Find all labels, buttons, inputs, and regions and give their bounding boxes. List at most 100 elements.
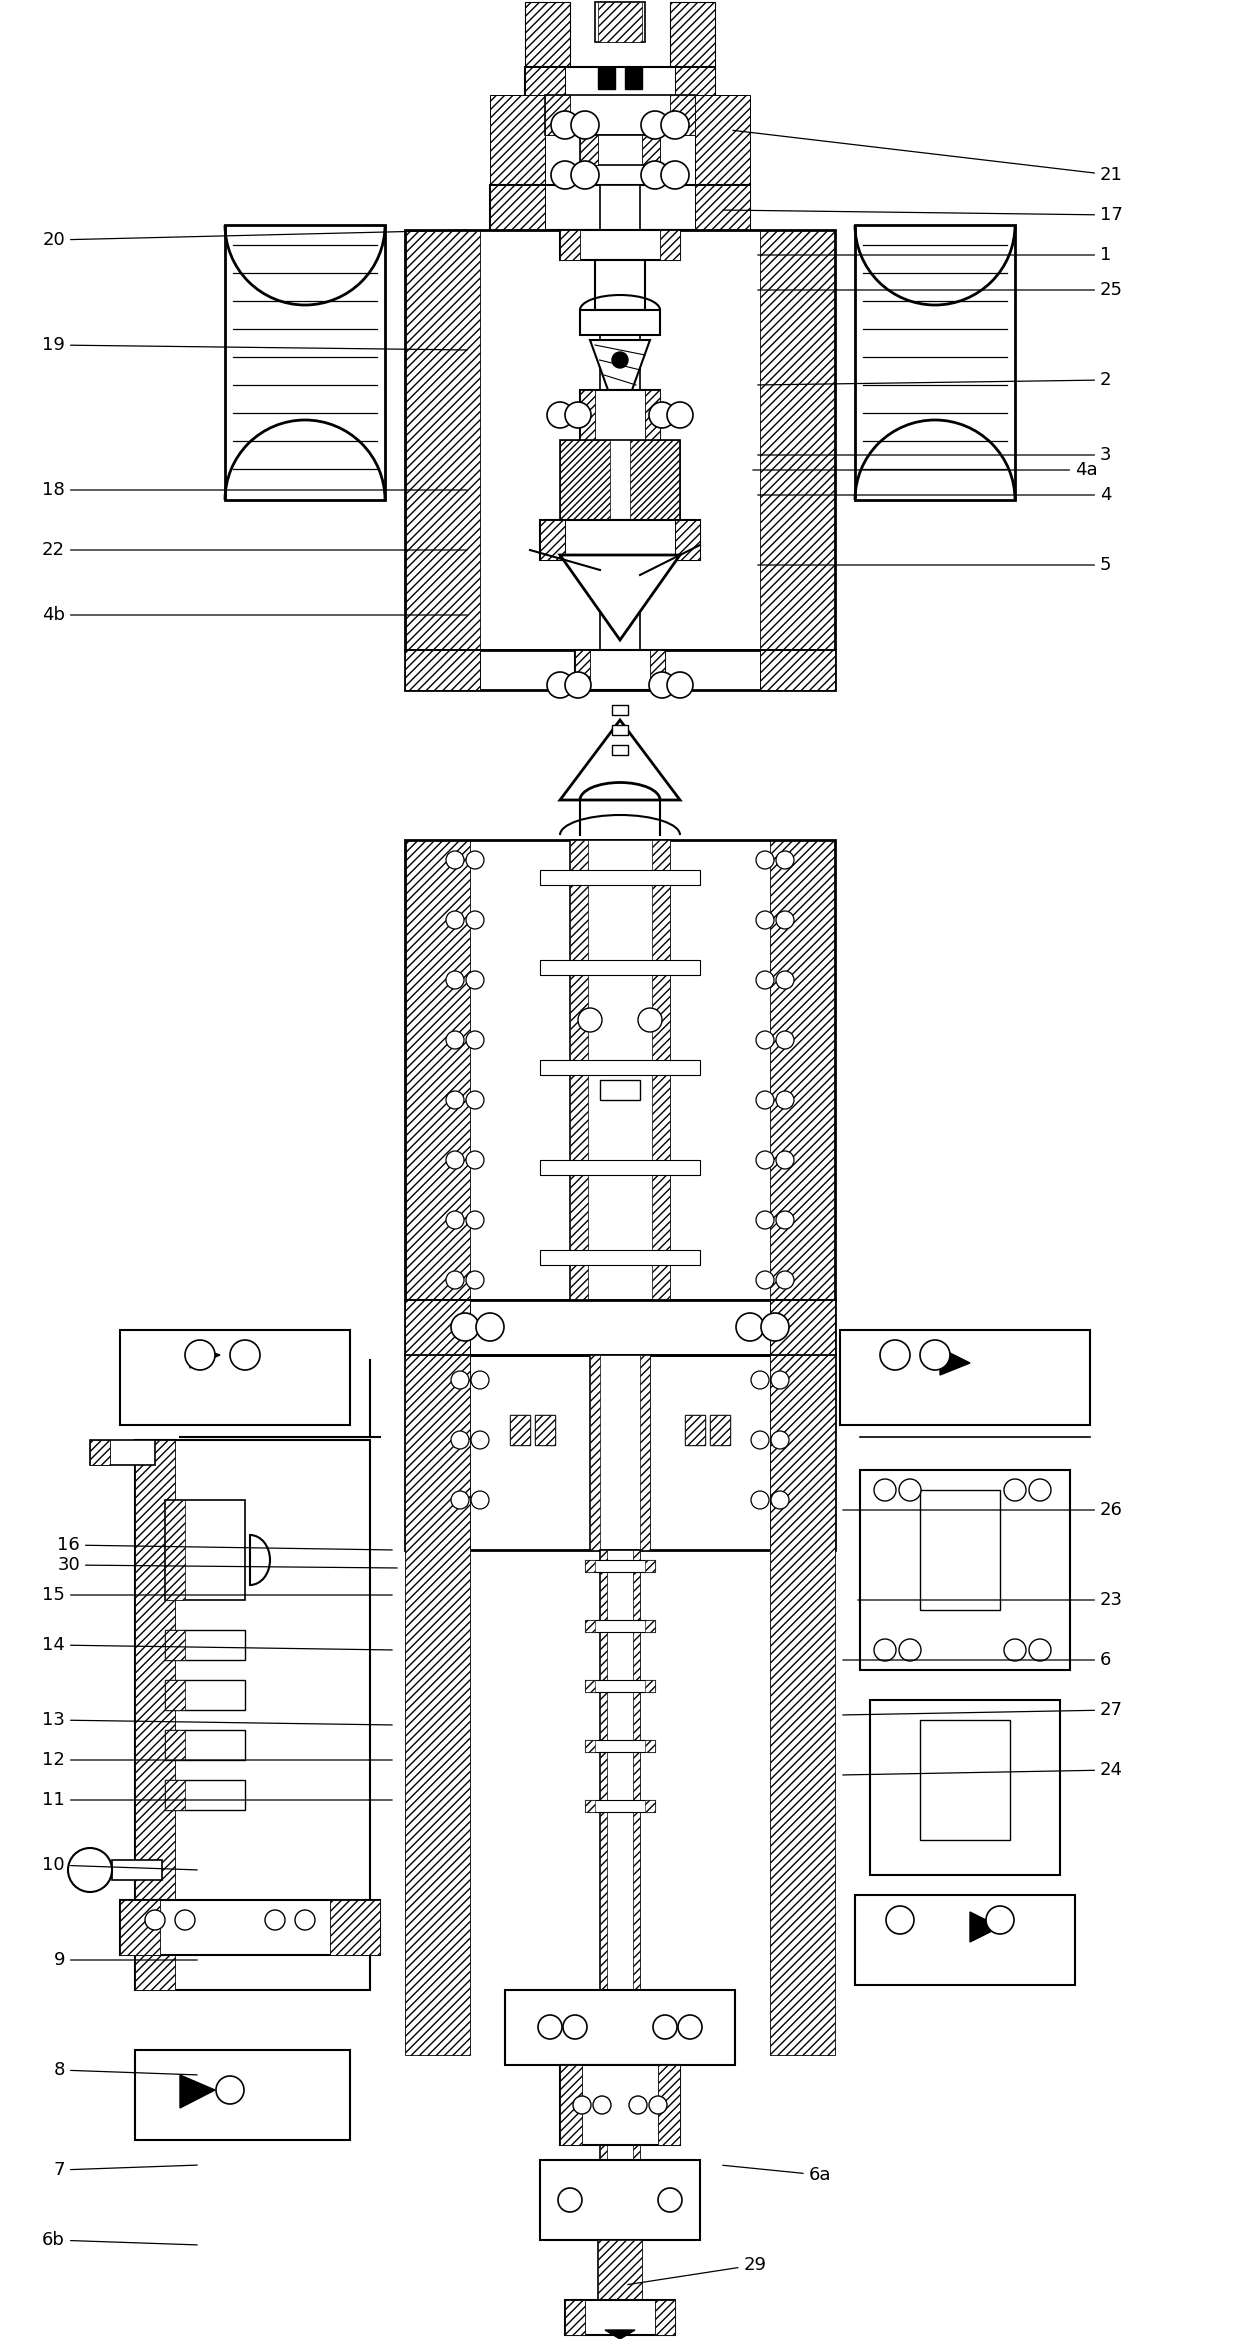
- Bar: [539, 1060, 701, 1076]
- Circle shape: [145, 1911, 165, 1930]
- Bar: [490, 185, 750, 229]
- Circle shape: [451, 1490, 469, 1509]
- Bar: [585, 1621, 595, 1633]
- Bar: [585, 1740, 655, 1752]
- Circle shape: [751, 1371, 769, 1389]
- Bar: [645, 391, 660, 449]
- Bar: [1011, 1469, 1065, 1670]
- Circle shape: [649, 402, 675, 428]
- Circle shape: [756, 1212, 774, 1228]
- Bar: [165, 1630, 185, 1661]
- Circle shape: [1004, 1478, 1025, 1502]
- Polygon shape: [605, 2330, 635, 2339]
- Bar: [770, 1354, 835, 2056]
- Bar: [539, 519, 701, 559]
- Bar: [839, 1331, 1090, 1424]
- Circle shape: [899, 1640, 921, 1661]
- Text: 16: 16: [57, 1537, 392, 1553]
- Bar: [585, 1740, 595, 1752]
- Bar: [598, 2, 642, 42]
- Circle shape: [471, 1431, 489, 1448]
- Bar: [645, 1621, 655, 1633]
- Circle shape: [466, 851, 484, 870]
- Circle shape: [563, 2014, 587, 2040]
- Circle shape: [653, 2014, 677, 2040]
- Circle shape: [920, 1340, 950, 1371]
- Bar: [539, 1160, 701, 1174]
- Circle shape: [446, 1212, 464, 1228]
- Circle shape: [185, 1340, 215, 1371]
- Bar: [405, 840, 470, 1300]
- Circle shape: [573, 2096, 591, 2114]
- Bar: [405, 229, 835, 650]
- Bar: [120, 1899, 379, 1955]
- Bar: [856, 1895, 910, 1986]
- Bar: [165, 1731, 246, 1759]
- Bar: [856, 1895, 1075, 1986]
- Bar: [405, 650, 835, 690]
- Text: 21: 21: [733, 131, 1123, 185]
- Bar: [565, 2299, 675, 2334]
- Polygon shape: [560, 554, 680, 641]
- Text: 15: 15: [42, 1586, 392, 1605]
- Circle shape: [887, 1906, 914, 1934]
- Bar: [645, 1560, 655, 1572]
- Bar: [590, 1354, 650, 1551]
- Bar: [505, 1990, 735, 2065]
- Bar: [684, 1415, 706, 1446]
- Bar: [600, 1551, 608, 2290]
- Bar: [670, 96, 694, 136]
- Bar: [405, 1354, 470, 1551]
- Bar: [539, 519, 565, 559]
- Text: 10: 10: [42, 1857, 197, 1874]
- Bar: [490, 96, 546, 189]
- Bar: [405, 1300, 835, 1354]
- Polygon shape: [180, 2075, 215, 2107]
- Bar: [598, 2241, 642, 2299]
- Polygon shape: [940, 1347, 970, 1375]
- Bar: [585, 1560, 595, 1572]
- Bar: [505, 1990, 546, 2065]
- Circle shape: [565, 671, 591, 697]
- Polygon shape: [560, 720, 680, 800]
- Bar: [135, 2049, 350, 2140]
- Circle shape: [565, 402, 591, 428]
- Bar: [642, 136, 660, 166]
- Circle shape: [570, 161, 599, 189]
- Text: 6a: 6a: [723, 2166, 831, 2185]
- Bar: [580, 391, 595, 449]
- Polygon shape: [970, 1911, 999, 1941]
- Bar: [135, 1441, 175, 1990]
- Circle shape: [578, 1008, 601, 1031]
- Circle shape: [649, 2096, 667, 2114]
- Circle shape: [899, 1478, 921, 1502]
- Bar: [770, 1300, 835, 1354]
- Text: 27: 27: [843, 1700, 1123, 1719]
- Text: 7: 7: [53, 2161, 197, 2180]
- Bar: [640, 1354, 650, 1551]
- Bar: [655, 2299, 675, 2334]
- Circle shape: [175, 1911, 195, 1930]
- Circle shape: [446, 1090, 464, 1109]
- Circle shape: [446, 971, 464, 989]
- Bar: [165, 1630, 246, 1661]
- Bar: [91, 1441, 110, 1464]
- Text: 2: 2: [758, 372, 1111, 388]
- Circle shape: [771, 1431, 789, 1448]
- Bar: [405, 1354, 835, 1551]
- Circle shape: [295, 1911, 315, 1930]
- Text: 3: 3: [758, 447, 1111, 463]
- Bar: [760, 229, 835, 650]
- Circle shape: [756, 910, 774, 929]
- Bar: [770, 1354, 835, 1551]
- Text: 23: 23: [858, 1591, 1123, 1609]
- Circle shape: [216, 2077, 244, 2105]
- Circle shape: [466, 971, 484, 989]
- Circle shape: [547, 671, 573, 697]
- Bar: [490, 185, 546, 229]
- Bar: [630, 440, 680, 540]
- Circle shape: [466, 1212, 484, 1228]
- Circle shape: [776, 1090, 794, 1109]
- Circle shape: [756, 851, 774, 870]
- Circle shape: [446, 1031, 464, 1048]
